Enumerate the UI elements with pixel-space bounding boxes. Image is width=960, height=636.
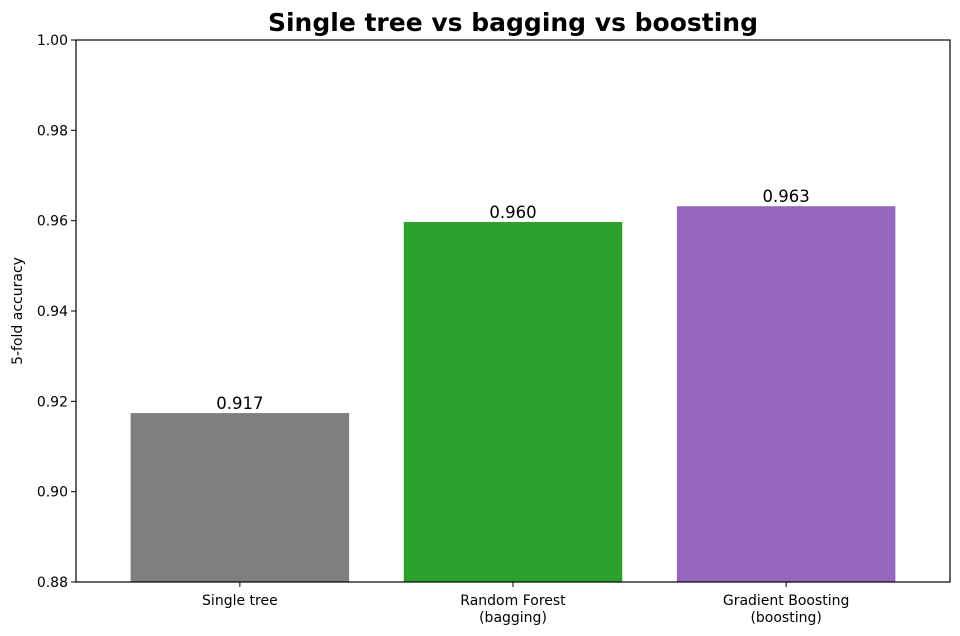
y-axis-label: 5-fold accuracy bbox=[10, 257, 26, 365]
bar-value-label: 0.917 bbox=[216, 394, 263, 413]
bars-layer: 0.917 0.960 0.963 bbox=[130, 187, 896, 583]
bar bbox=[130, 413, 350, 582]
x-tick-label: Gradient Boosting bbox=[723, 593, 850, 609]
x-tick-label: (bagging) bbox=[479, 610, 547, 626]
y-tick-label: 0.94 bbox=[37, 304, 68, 320]
bar bbox=[676, 206, 896, 583]
chart-title: Single tree vs bagging vs boosting bbox=[268, 8, 758, 37]
y-tick-label: 0.88 bbox=[37, 575, 68, 591]
y-tick-label: 1.00 bbox=[37, 33, 68, 49]
y-tick-label: 0.96 bbox=[37, 214, 68, 230]
y-axis-ticks: 0.88 0.90 0.92 0.94 0.96 0.98 1.00 bbox=[37, 33, 76, 591]
x-tick-label: Random Forest bbox=[460, 593, 566, 609]
y-tick-label: 0.98 bbox=[37, 123, 68, 139]
bar bbox=[403, 222, 623, 582]
y-tick-label: 0.90 bbox=[37, 485, 68, 501]
plot-frame bbox=[75, 39, 951, 583]
x-tick-label: (boosting) bbox=[750, 610, 821, 626]
bar-value-label: 0.960 bbox=[489, 203, 536, 222]
bar-value-label: 0.963 bbox=[763, 187, 810, 206]
y-tick-label: 0.92 bbox=[37, 394, 68, 410]
x-axis-ticks: Single tree Random Forest(bagging) Gradien… bbox=[202, 582, 849, 626]
x-tick-label: Single tree bbox=[202, 593, 278, 609]
